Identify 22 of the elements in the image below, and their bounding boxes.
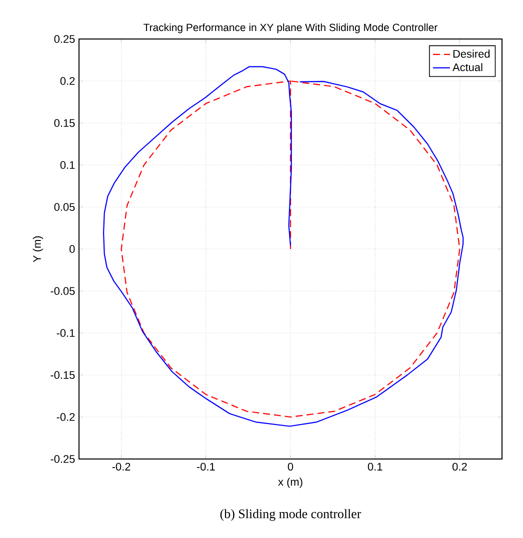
y-tick-label: 0.05 (54, 203, 75, 211)
y-tick-label: -0.1 (56, 329, 75, 337)
y-tick-label: 0.15 (54, 119, 75, 127)
x-tick-label: -0.2 (112, 462, 130, 471)
legend-label: Actual (452, 63, 482, 72)
x-tick-label: 0.1 (368, 462, 382, 471)
y-tick-label: 0.1 (60, 161, 75, 169)
x-tick-label: -0.1 (196, 462, 215, 471)
y-tick-label: 0.25 (54, 35, 75, 43)
y-tick-label: -0.25 (50, 455, 75, 463)
y-tick-label: -0.2 (56, 413, 75, 421)
y-tick-label: 0 (70, 245, 75, 253)
x-axis-title: x (m) (278, 478, 302, 488)
text: (b) Sliding mode controller (220, 509, 362, 521)
x-tick-label: 0.2 (452, 462, 467, 471)
chart-title: Tracking Performance in XY plane With Sliding Mode Controller (144, 23, 438, 34)
y-tick-label: 0.2 (60, 77, 75, 85)
y-tick-label: -0.15 (50, 371, 75, 379)
legend-label: Desired (453, 50, 490, 58)
y-tick-label: -0.05 (50, 287, 75, 295)
y-axis-title: Y (m) (32, 236, 44, 262)
x-tick-label: 0 (288, 462, 294, 471)
